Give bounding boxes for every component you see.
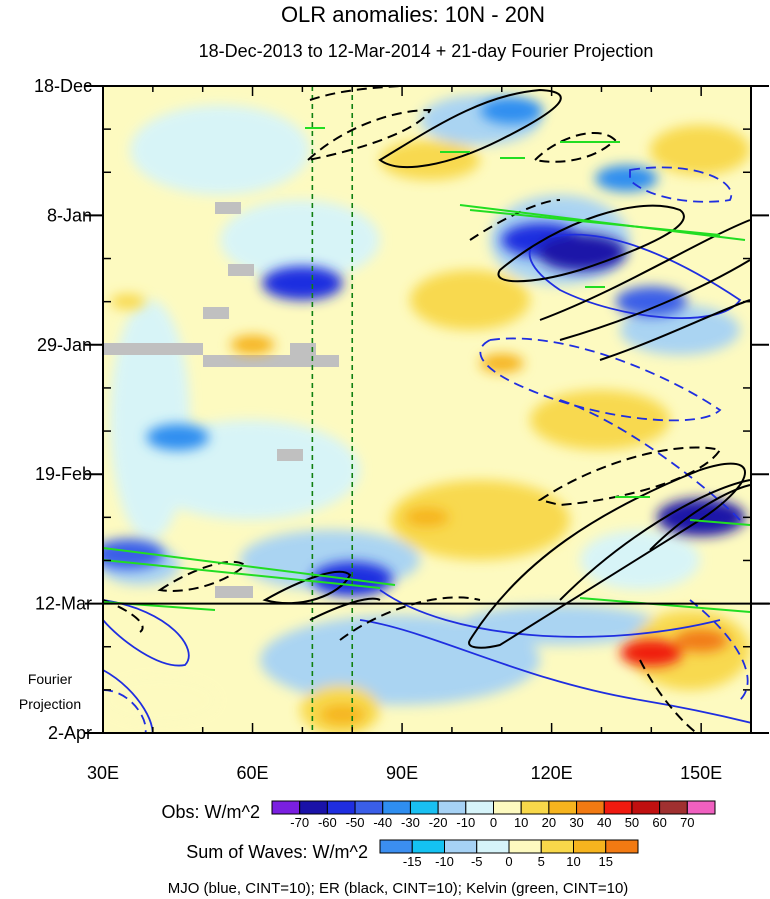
colorbar-swatch: [354, 800, 384, 815]
chart-footnote: MJO (blue, CINT=10); ER (black, CINT=10)…: [168, 880, 629, 897]
y-tick-label: 8-Jan: [47, 205, 92, 225]
colorbar-tick-label: -50: [346, 815, 365, 830]
colorbar-swatch: [382, 800, 411, 815]
colorbar-swatch: [409, 800, 439, 815]
plot-frame: [102, 85, 752, 734]
x-axis: 30E 60E 90E 120E 150E: [87, 86, 752, 783]
colorbar-swatch: [540, 839, 574, 854]
colorbar-swatch: [465, 800, 494, 815]
colorbar-tick-label: -15: [403, 854, 422, 869]
obs-anomaly-cell: [479, 353, 524, 373]
colorbar-swatch: [379, 839, 413, 854]
mjo-contours: [103, 166, 751, 733]
colorbar-swatch: [299, 800, 328, 815]
colorbar-swatch: [444, 839, 478, 854]
waves-colorbar-label: Sum of Waves: W/m^2: [186, 842, 368, 862]
obs-anomaly-cells: [103, 97, 746, 724]
colorbar-tick-label: 40: [597, 815, 611, 830]
y-tick-label: 18-Dec: [34, 76, 92, 96]
obs-anomaly-cell: [480, 97, 543, 124]
obs-colorbar-label: Obs: W/m^2: [162, 802, 260, 822]
obs-anomaly-cell: [320, 705, 365, 724]
colorbar-tick-label: 20: [542, 815, 556, 830]
colorbar-swatch: [576, 800, 605, 815]
colorbar-tick-label: -5: [471, 854, 483, 869]
x-tick-label: 30E: [87, 763, 119, 783]
colorbar-swatch: [659, 800, 688, 815]
colorbar-tick-label: 5: [538, 854, 545, 869]
x-tick-label: 120E: [531, 763, 573, 783]
colorbar-swatch: [476, 839, 510, 854]
colorbar-swatch: [520, 800, 550, 815]
colorbar-tick-label: -10: [456, 815, 475, 830]
projection-label-line1: Fourier: [28, 671, 73, 687]
y-tick-label: 29-Jan: [37, 335, 92, 355]
colorbar-swatch: [573, 839, 607, 854]
colorbar-tick-label: -40: [373, 815, 392, 830]
colorbar-tick-label: -70: [290, 815, 309, 830]
colorbar-swatch: [686, 800, 716, 815]
obs-anomaly-cell: [404, 507, 450, 527]
colorbar-swatch: [271, 800, 301, 815]
obs-anomaly-cell: [262, 266, 343, 301]
colorbar-tick-label: -20: [429, 815, 448, 830]
colorbar-swatch: [326, 800, 356, 815]
x-tick-label: 60E: [237, 763, 269, 783]
colorbar-swatch: [631, 800, 661, 815]
colorbar-swatch: [437, 800, 467, 815]
colorbar-swatch: [603, 800, 633, 815]
chart-subtitle: 18-Dec-2013 to 12-Mar-2014 + 21-day Four…: [199, 41, 654, 61]
x-tick-label: 90E: [386, 763, 418, 783]
colorbar-tick-label: 0: [490, 815, 497, 830]
colorbar-tick-label: 70: [680, 815, 694, 830]
colorbar-swatch: [411, 839, 445, 854]
colorbar-tick-label: 30: [569, 815, 583, 830]
projection-label-line2: Projection: [19, 696, 81, 712]
y-tick-label: 19-Feb: [35, 464, 92, 484]
y-tick-label: 2-Apr: [48, 723, 92, 743]
chart-title: OLR anomalies: 10N - 20N: [281, 2, 545, 27]
colorbar-tick-label: 15: [599, 854, 613, 869]
colorbar-swatch: [493, 800, 522, 815]
obs-anomaly-cell: [595, 165, 658, 192]
y-tick-label: 12-Mar: [35, 594, 92, 614]
obs-anomaly-cell: [620, 639, 683, 667]
obs-anomaly-cell: [674, 629, 728, 652]
colorbar-tick-label: -30: [401, 815, 420, 830]
colorbar-tick-label: -10: [435, 854, 454, 869]
obs-anomaly-cell: [110, 294, 146, 310]
colorbar-tick-label: 0: [505, 854, 512, 869]
x-tick-label: 150E: [680, 763, 722, 783]
colorbar-tick-label: 60: [652, 815, 666, 830]
kelvin-contours: [103, 127, 751, 613]
waves-colorbar: -15 -10 -5 0 5 10 15: [379, 839, 639, 869]
colorbar-tick-label: -60: [318, 815, 337, 830]
y-axis: 18-Dec 8-Jan 29-Jan 19-Feb 12-Mar 2-Apr: [34, 76, 769, 743]
plot-area: [103, 86, 751, 733]
colorbar-tick-label: 10: [514, 815, 528, 830]
obs-anomaly-cell: [146, 424, 209, 451]
colorbar-swatch: [548, 800, 578, 815]
obs-colorbar: -70 -60 -50 -40 -30 -20 -10 0 10 20 30 40 50 60 70: [271, 800, 716, 830]
obs-anomaly-cell: [615, 286, 688, 317]
colorbar-swatch: [508, 839, 542, 854]
colorbar-swatch: [605, 839, 639, 854]
missing-data-patches: [103, 202, 339, 598]
obs-anomaly-cell: [230, 335, 275, 355]
colorbar-tick-label: 10: [566, 854, 580, 869]
colorbar-tick-label: 50: [625, 815, 639, 830]
